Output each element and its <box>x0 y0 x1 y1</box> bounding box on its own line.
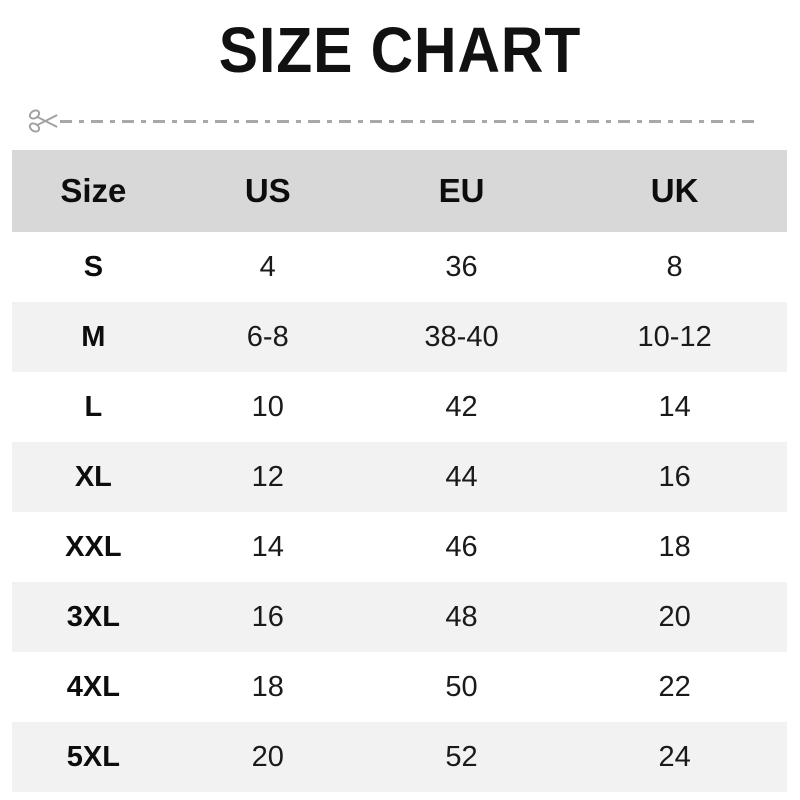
cell-uk: 14 <box>658 390 691 423</box>
cell-eu: 52 <box>445 740 478 773</box>
cell-eu: 44 <box>445 460 478 493</box>
cell-size: 5XL <box>66 740 120 773</box>
cell-us: 10 <box>251 390 284 423</box>
cell-size: 4XL <box>66 670 120 703</box>
cell-us: 16 <box>251 600 284 633</box>
cell-uk: 22 <box>658 670 691 703</box>
cell-eu: 36 <box>445 250 478 283</box>
table-row: XL 12 44 16 <box>12 442 787 512</box>
cell-uk: 16 <box>658 460 691 493</box>
cell-eu: 50 <box>445 670 478 703</box>
cell-uk: 8 <box>666 250 683 283</box>
cell-size: XL <box>74 460 112 493</box>
cell-size: M <box>81 320 106 353</box>
table-row: M 6-8 38-40 10-12 <box>12 302 787 372</box>
cut-dashed-line <box>60 119 760 123</box>
cell-us: 20 <box>251 740 284 773</box>
cell-us: 6-8 <box>246 320 289 353</box>
cell-uk: 10-12 <box>637 320 712 353</box>
table-row: 5XL 20 52 24 <box>12 722 787 792</box>
cell-eu: 48 <box>445 600 478 633</box>
scissors-icon <box>24 101 64 141</box>
table-body: S 4 36 8 M 6-8 38-40 10-12 L 10 42 14 XL… <box>12 232 787 792</box>
column-header-uk: UK <box>562 150 787 232</box>
cell-uk: 24 <box>658 740 691 773</box>
cell-eu: 38-40 <box>424 320 499 353</box>
cell-eu: 42 <box>445 390 478 423</box>
cell-us: 4 <box>259 250 276 283</box>
cell-size: L <box>84 390 103 423</box>
cell-us: 18 <box>251 670 284 703</box>
cell-us: 14 <box>251 530 284 563</box>
table-row: 3XL 16 48 20 <box>12 582 787 652</box>
table-row: XXL 14 46 18 <box>12 512 787 582</box>
cell-size: 3XL <box>66 600 120 633</box>
table-row: S 4 36 8 <box>12 232 787 302</box>
size-chart-table: Size US EU UK S 4 36 8 M 6-8 38-40 10-12… <box>12 150 787 792</box>
cell-uk: 20 <box>658 600 691 633</box>
table-header: Size US EU UK <box>12 150 787 232</box>
column-header-eu: EU <box>360 150 563 232</box>
page-title-container: SIZE CHART <box>0 18 800 82</box>
cut-line <box>24 100 776 142</box>
cell-us: 12 <box>251 460 284 493</box>
cell-eu: 46 <box>445 530 478 563</box>
cell-uk: 18 <box>658 530 691 563</box>
table-row: 4XL 18 50 22 <box>12 652 787 722</box>
page-title: SIZE CHART <box>218 14 582 86</box>
column-header-size: Size <box>12 150 175 232</box>
table-row: L 10 42 14 <box>12 372 787 442</box>
cell-size: XXL <box>65 530 122 563</box>
cell-size: S <box>83 250 104 283</box>
table-header-row: Size US EU UK <box>12 150 787 232</box>
column-header-us: US <box>174 150 361 232</box>
